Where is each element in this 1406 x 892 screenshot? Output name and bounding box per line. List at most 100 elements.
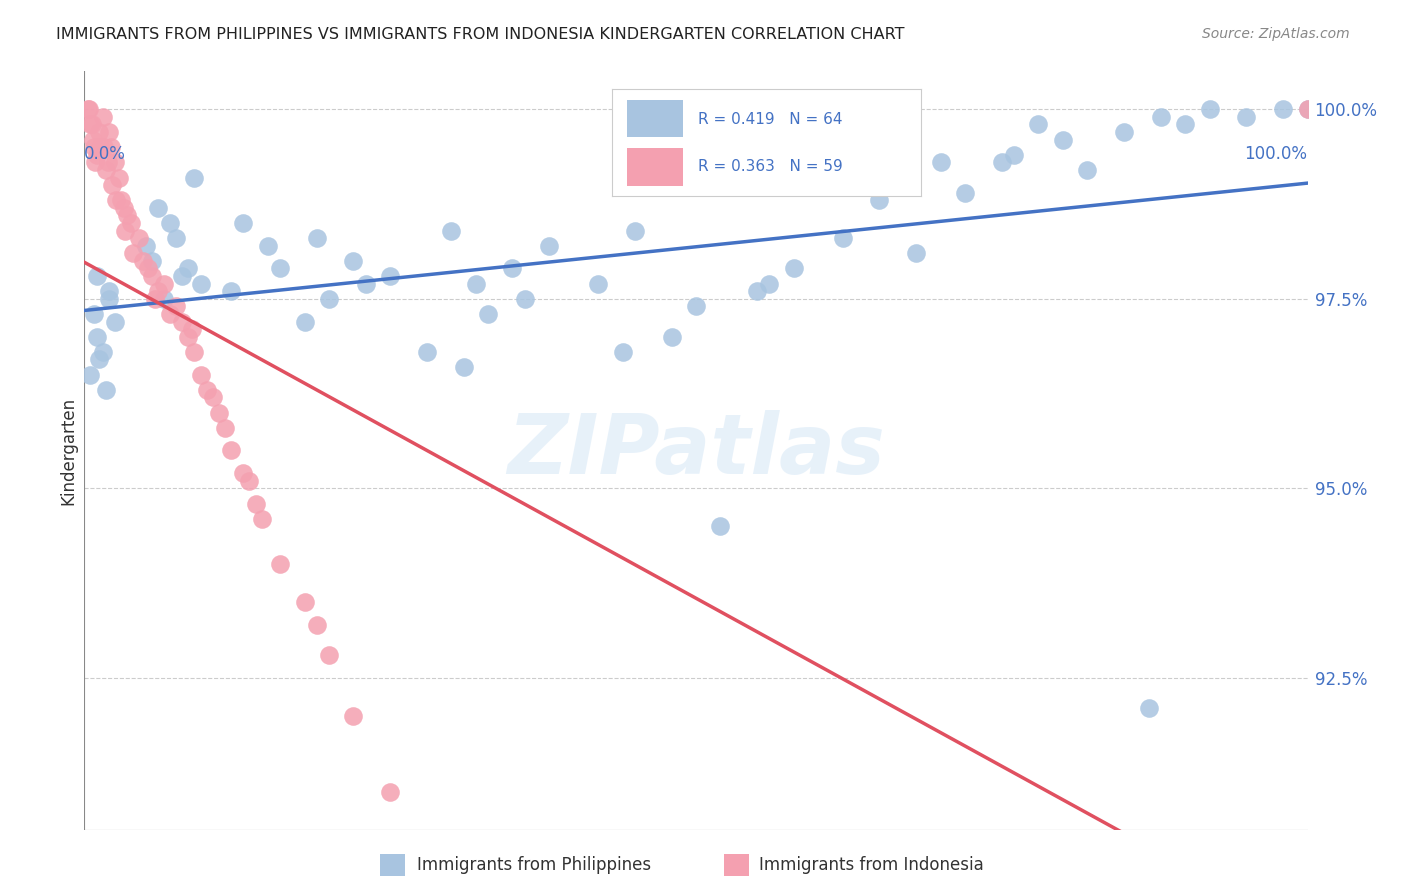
Point [165,231,187,245]
Point [172,314,194,328]
Point [661,330,683,344]
Point [153,292,176,306]
Point [586,277,609,291]
Point [110,193,132,207]
Point [77,102,100,116]
Point [183,170,205,185]
Point [1052,132,1074,146]
Text: Immigrants from Indonesia: Immigrants from Indonesia [759,856,984,874]
Point [747,285,769,299]
Point [79,368,101,382]
Point [245,497,267,511]
Point [929,155,952,169]
Point [502,261,524,276]
Point [624,223,647,237]
Point [122,246,145,260]
Point [1137,701,1160,715]
Point [440,861,463,875]
Point [165,300,187,314]
Point [380,785,402,799]
Point [305,617,328,632]
Point [80,117,103,131]
Point [1076,162,1098,177]
Point [112,201,135,215]
Point [172,268,194,283]
Point [146,285,169,299]
Point [146,201,169,215]
Point [100,140,122,154]
Point [342,708,364,723]
Point [101,178,124,193]
Point [83,307,105,321]
Point [195,383,218,397]
Point [105,193,128,207]
Point [1198,102,1220,116]
Point [1174,117,1197,131]
Point [181,322,204,336]
Point [905,246,928,260]
Text: R = 0.363   N = 59: R = 0.363 N = 59 [699,159,844,174]
Point [136,261,159,276]
Point [477,307,499,321]
Point [183,345,205,359]
Point [269,558,291,572]
Point [831,231,853,245]
Point [709,519,731,533]
Point [97,292,120,306]
Point [1296,102,1319,116]
Point [1002,147,1025,161]
Point [1272,102,1295,116]
Point [238,474,260,488]
Text: ZIPatlas: ZIPatlas [508,410,884,491]
Point [115,208,138,222]
Text: R = 0.419   N = 64: R = 0.419 N = 64 [699,112,842,127]
Point [96,383,118,397]
Point [96,162,118,177]
Point [201,391,224,405]
Point [380,268,402,283]
Point [612,345,634,359]
Point [257,239,280,253]
Point [354,277,377,291]
Point [440,223,463,237]
Point [953,186,976,200]
Point [141,253,163,268]
Point [97,125,120,139]
Y-axis label: Kindergarten: Kindergarten [59,396,77,505]
Point [177,261,200,276]
Point [159,307,181,321]
Point [177,330,200,344]
Point [783,261,806,276]
Point [219,443,242,458]
Text: 100.0%: 100.0% [1244,145,1308,163]
Point [114,223,136,237]
Point [104,314,127,328]
Point [107,170,129,185]
Point [77,102,100,116]
Text: IMMIGRANTS FROM PHILIPPINES VS IMMIGRANTS FROM INDONESIA KINDERGARTEN CORRELATIO: IMMIGRANTS FROM PHILIPPINES VS IMMIGRANT… [56,27,904,42]
Point [1150,110,1173,124]
Point [97,155,120,169]
Point [416,345,439,359]
Bar [627,148,683,186]
Text: 0.0%: 0.0% [84,145,127,163]
Point [86,330,108,344]
Point [305,231,328,245]
Point [153,277,176,291]
Point [318,648,340,662]
Point [120,216,142,230]
Point [82,132,104,146]
Point [91,345,114,359]
Point [513,292,536,306]
Point [83,140,105,154]
Point [87,125,110,139]
Point [93,140,115,154]
Point [128,231,150,245]
Point [869,193,891,207]
Point [219,285,242,299]
Point [104,155,127,169]
Point [1236,110,1258,124]
Point [464,277,486,291]
Text: Source: ZipAtlas.com: Source: ZipAtlas.com [1202,27,1350,41]
Point [1028,117,1050,131]
